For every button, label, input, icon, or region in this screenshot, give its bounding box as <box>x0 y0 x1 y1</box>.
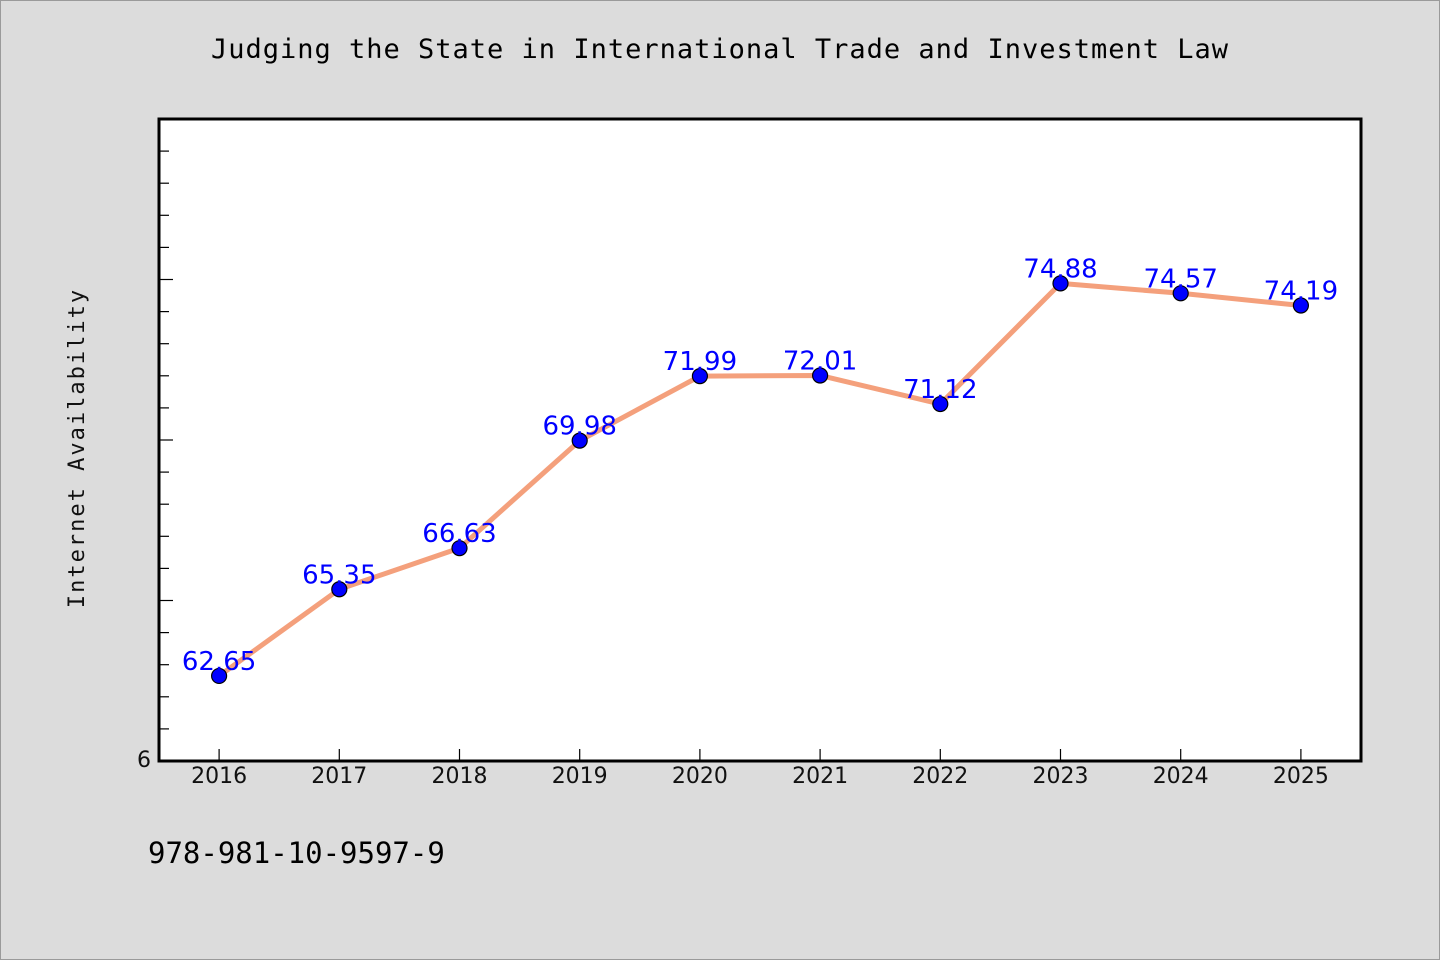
data-point <box>451 540 468 557</box>
data-point <box>1172 285 1189 302</box>
x-tick-label: 2019 <box>552 764 608 789</box>
x-tick-label: 2018 <box>432 764 488 789</box>
data-point <box>571 432 588 449</box>
y-axis-ticks: 6 <box>137 150 173 773</box>
footer-code: 978-981-10-9597-9 <box>148 836 445 870</box>
data-label: 71.12 <box>903 375 977 405</box>
x-tick-label: 2016 <box>191 764 247 789</box>
x-tick-label: 2021 <box>792 764 848 789</box>
data-point <box>1052 275 1069 292</box>
data-point <box>331 581 348 598</box>
data-point <box>1292 297 1310 314</box>
data-point <box>211 667 228 685</box>
chart-title: Judging the State in International Trade… <box>210 34 1230 65</box>
series-group: 62.65 65.35 66.63 69.98 71.99 72.01 71.12 74.88… <box>182 254 1338 685</box>
x-tick-label: 2025 <box>1273 764 1329 789</box>
data-point <box>691 368 709 385</box>
data-label: 69.98 <box>542 412 616 442</box>
data-label: 62.65 <box>182 647 256 677</box>
data-label: 74.88 <box>1023 254 1097 284</box>
data-label: 74.19 <box>1264 277 1338 307</box>
data-label: 66.63 <box>422 519 496 549</box>
y-axis-label: Internet Availability <box>65 288 90 608</box>
data-label: 65.35 <box>302 560 376 590</box>
data-point <box>932 395 949 413</box>
plot-area <box>157 117 1363 763</box>
y-tick-label: 6 <box>137 748 151 773</box>
data-label: 72.01 <box>783 346 857 376</box>
x-tick-label: 2022 <box>912 764 968 789</box>
data-label: 71.99 <box>663 347 737 377</box>
x-axis-ticks: 2016 2017 2018 2019 2020 2021 2022 2023 2024 2025 <box>191 749 1329 789</box>
series-line <box>216 280 1304 679</box>
x-tick-label: 2017 <box>311 764 367 789</box>
data-point <box>811 367 829 384</box>
x-tick-label: 2023 <box>1033 764 1089 789</box>
x-tick-label: 2020 <box>672 764 728 789</box>
x-tick-label: 2024 <box>1153 764 1209 789</box>
data-label: 74.57 <box>1143 264 1217 294</box>
